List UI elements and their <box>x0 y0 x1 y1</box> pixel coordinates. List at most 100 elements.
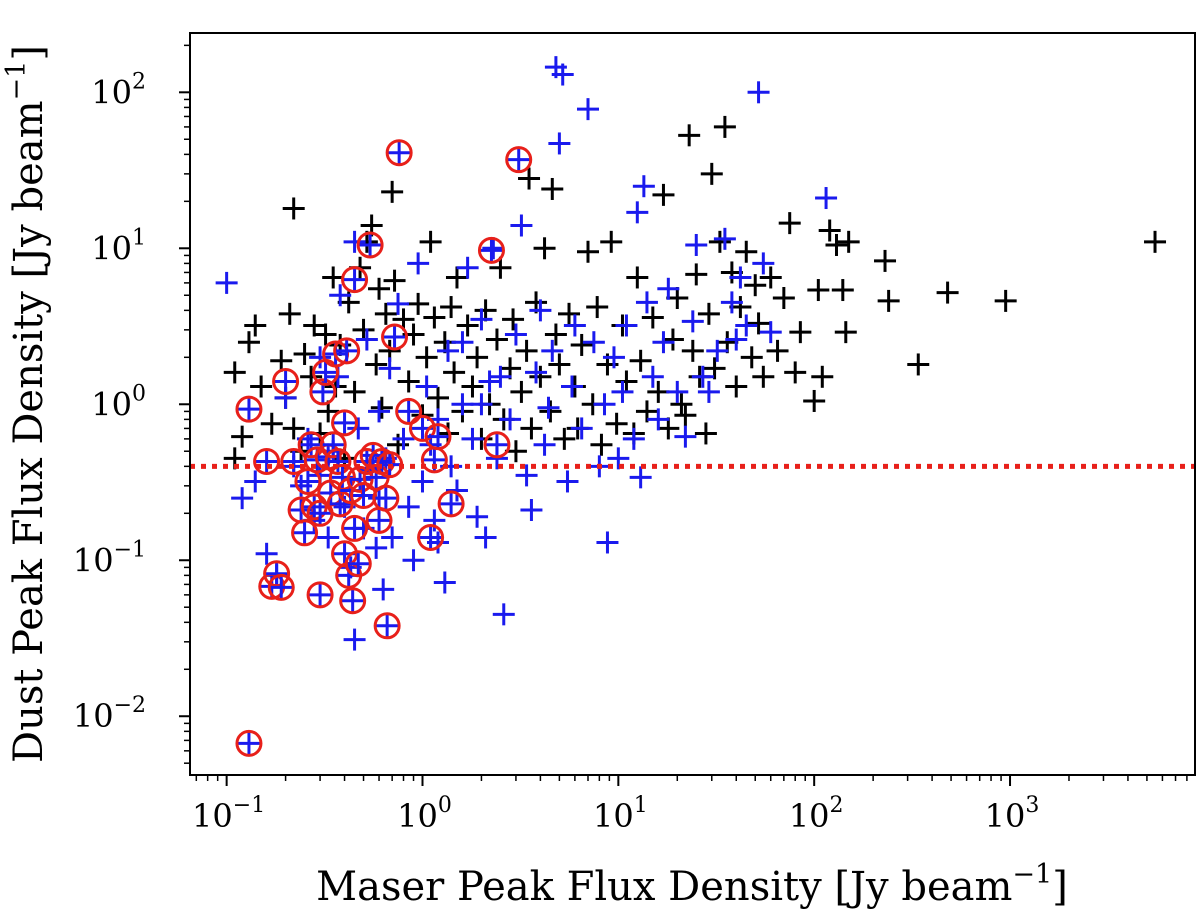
data-point-blue <box>720 291 743 314</box>
data-point-blue <box>735 314 758 337</box>
marker-circle <box>309 378 337 406</box>
data-point-blue <box>411 470 434 493</box>
data-point-black <box>740 346 763 369</box>
marker-circle <box>339 587 367 615</box>
data-point-blue <box>752 252 775 275</box>
data-point-black <box>250 375 273 398</box>
data-point-black <box>541 177 564 200</box>
marker-circle <box>395 397 423 425</box>
data-point-blue <box>520 498 543 521</box>
data-point-circled <box>324 447 352 475</box>
data-point-black <box>837 230 860 253</box>
data-point-blue <box>563 314 586 337</box>
data-point-black <box>461 375 484 398</box>
x-tick-label: 100 <box>397 793 452 835</box>
data-point-blue <box>657 277 680 300</box>
data-point-blue <box>576 98 599 121</box>
data-point-blue <box>602 346 625 369</box>
data-point-circled <box>312 358 340 386</box>
data-point-black <box>518 167 541 190</box>
data-point-blue <box>629 466 652 489</box>
data-point-black <box>553 427 576 450</box>
data-point-blue <box>652 331 675 354</box>
data-point-blue <box>548 132 571 155</box>
data-point-black <box>807 279 830 302</box>
y-axis-label: Dust Peak Flux Density [Jy beam−1] <box>1 45 52 763</box>
data-point-black <box>678 124 701 147</box>
x-tick-label: 103 <box>985 793 1040 835</box>
data-point-black <box>874 249 897 272</box>
data-point-circled <box>381 323 409 351</box>
marker-circle <box>331 540 359 568</box>
data-point-blue <box>615 314 638 337</box>
data-point-blue <box>510 214 533 237</box>
data-point-blue <box>470 308 493 331</box>
data-point-circled <box>373 612 401 640</box>
data-point-blue <box>541 339 564 362</box>
data-point-black <box>370 396 393 419</box>
data-point-circled <box>263 560 291 588</box>
marker-circle <box>408 414 436 442</box>
data-point-blue <box>482 237 505 260</box>
data-point-blue <box>499 408 522 431</box>
data-point-blue <box>529 299 552 322</box>
data-point-circled <box>291 519 319 547</box>
marker-circle <box>385 139 413 167</box>
data-point-circled <box>341 514 369 542</box>
data-point-black <box>713 115 736 138</box>
data-point-blue <box>551 63 574 86</box>
data-point-blue <box>478 370 501 393</box>
data-point-black <box>407 292 430 315</box>
data-point-black <box>697 302 720 325</box>
data-point-blue <box>378 357 401 380</box>
x-tick-label: 102 <box>789 793 844 835</box>
data-point-black <box>1144 230 1167 253</box>
data-point-blue <box>387 292 410 315</box>
data-point-black <box>759 266 782 289</box>
data-point-blue <box>415 375 438 398</box>
data-point-blue <box>402 549 425 572</box>
marker-circle <box>306 581 334 609</box>
data-point-black <box>877 289 900 312</box>
data-point-black <box>652 183 675 206</box>
data-point-blue <box>706 339 729 362</box>
data-point-black <box>383 269 406 292</box>
data-point-black <box>510 380 533 403</box>
data-point-blue <box>347 417 370 440</box>
data-point-blue <box>533 433 556 456</box>
data-point-blue <box>582 331 605 354</box>
marker-circle <box>381 323 409 351</box>
data-point-blue <box>368 400 391 423</box>
data-point-blue <box>433 571 456 594</box>
data-point-blue <box>607 447 630 470</box>
data-point-black <box>600 230 623 253</box>
marker-circle <box>253 447 281 475</box>
marker-circle <box>372 484 400 512</box>
data-point-black <box>744 274 767 297</box>
data-point-blue <box>355 328 378 351</box>
marker-circle <box>437 490 465 518</box>
data-point-blue <box>397 495 420 518</box>
data-point-blue <box>343 628 366 651</box>
data-point-black <box>735 240 758 263</box>
data-point-blue <box>329 284 352 307</box>
data-point-blue <box>635 291 658 314</box>
data-point-blue <box>515 464 538 487</box>
data-point-blue <box>691 365 714 388</box>
data-point-black <box>681 339 704 362</box>
data-point-black <box>586 296 609 319</box>
data-point-black <box>544 323 567 346</box>
data-point-circled <box>477 236 505 264</box>
data-point-blue <box>392 427 415 450</box>
data-point-black <box>994 289 1017 312</box>
data-point-blue <box>451 393 474 416</box>
data-point-blue <box>492 603 515 626</box>
data-point-blue <box>729 266 752 289</box>
data-point-circled <box>424 423 452 451</box>
data-point-blue <box>381 526 404 549</box>
data-point-blue <box>244 470 267 493</box>
data-point-black <box>502 308 525 331</box>
x-axis-label: Maser Peak Flux Density [Jy beam−1] <box>316 859 1068 910</box>
